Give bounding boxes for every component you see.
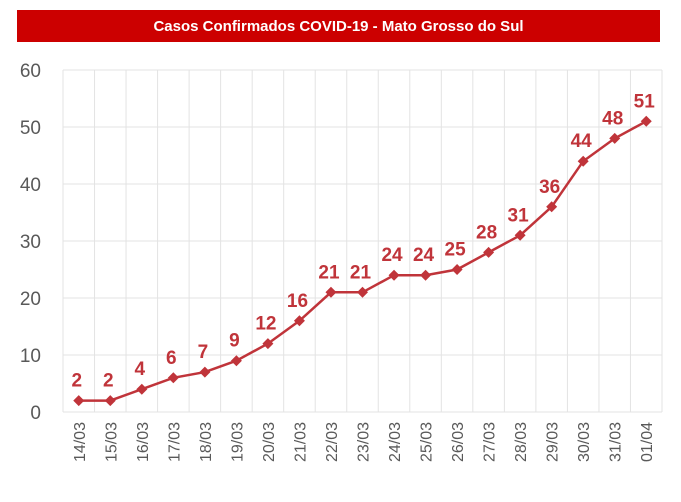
y-tick-label: 0: [30, 403, 41, 424]
x-tick-label: 28/03: [513, 422, 530, 462]
x-tick-label: 25/03: [419, 422, 436, 462]
x-tick-label: 20/03: [261, 422, 278, 462]
data-label: 51: [634, 91, 656, 112]
data-label: 36: [539, 177, 560, 198]
data-label: 2: [71, 371, 82, 392]
data-label: 6: [166, 348, 177, 369]
chart-title: Casos Confirmados COVID-19 - Mato Grosso…: [153, 17, 524, 35]
x-tick-label: 21/03: [292, 422, 309, 462]
diamond-marker: [420, 269, 432, 281]
x-tick-label: 19/03: [229, 422, 246, 462]
x-tick-label: 29/03: [545, 422, 562, 462]
x-axis-ticks: 14/03 15/03 16/03 17/03 18/03 19/03 20/03 21/03…: [72, 422, 656, 462]
x-tick-label: 24/03: [387, 422, 404, 462]
x-tick-label: 22/03: [324, 422, 341, 462]
diamond-marker: [199, 366, 211, 378]
data-label: 21: [350, 262, 372, 283]
y-tick-label: 50: [20, 118, 41, 139]
data-label: 16: [287, 291, 308, 312]
series-markers: [73, 115, 652, 407]
x-tick-label: 14/03: [72, 422, 89, 462]
data-label: 24: [413, 245, 435, 266]
diamond-marker: [357, 286, 368, 298]
data-label: 44: [571, 131, 593, 152]
diamond-marker: [230, 355, 242, 367]
x-tick-label: 15/03: [103, 422, 120, 462]
diamond-marker: [136, 383, 148, 395]
diamond-marker: [546, 201, 558, 213]
diamond-marker: [104, 395, 116, 407]
diamond-marker: [577, 155, 589, 167]
x-tick-label: 30/03: [576, 422, 593, 462]
diamond-marker: [167, 372, 179, 384]
data-label: 21: [318, 262, 340, 283]
data-label: 25: [445, 240, 467, 261]
y-tick-label: 30: [20, 232, 41, 253]
diamond-marker: [514, 229, 526, 241]
chart-title-banner: Casos Confirmados COVID-19 - Mato Grosso…: [17, 10, 660, 42]
y-tick-label: 60: [20, 61, 41, 82]
x-tick-label: 23/03: [356, 422, 373, 462]
diamond-marker: [640, 115, 652, 127]
diamond-marker: [293, 315, 305, 327]
data-label: 4: [135, 359, 146, 380]
data-label: 9: [229, 331, 240, 352]
diamond-marker: [483, 246, 495, 258]
data-label: 24: [381, 245, 403, 266]
diamond-marker: [73, 395, 85, 407]
y-axis-ticks: 0 10 20 30 40 50 60: [20, 61, 41, 424]
diamond-marker: [388, 269, 400, 281]
x-tick-label: 17/03: [166, 422, 183, 462]
data-label: 31: [508, 205, 530, 226]
x-tick-label: 16/03: [135, 422, 152, 462]
data-label: 48: [602, 108, 623, 129]
diamond-marker: [262, 338, 274, 350]
data-label: 28: [476, 222, 497, 243]
x-tick-label: 31/03: [608, 422, 625, 462]
y-tick-label: 20: [20, 289, 41, 310]
gridlines: [62, 69, 663, 413]
diamond-marker: [325, 286, 337, 298]
x-tick-label: 26/03: [450, 422, 467, 462]
y-tick-label: 10: [20, 346, 41, 367]
data-label: 12: [255, 314, 276, 335]
data-label: 7: [198, 342, 209, 363]
diamond-marker: [451, 264, 463, 275]
y-tick-label: 40: [20, 175, 41, 196]
series-line: [78, 120, 647, 402]
x-tick-label: 27/03: [482, 422, 499, 462]
x-tick-label: 01/04: [639, 422, 656, 462]
x-tick-label: 18/03: [198, 422, 215, 462]
diamond-marker: [609, 132, 621, 144]
data-label: 2: [103, 371, 114, 392]
